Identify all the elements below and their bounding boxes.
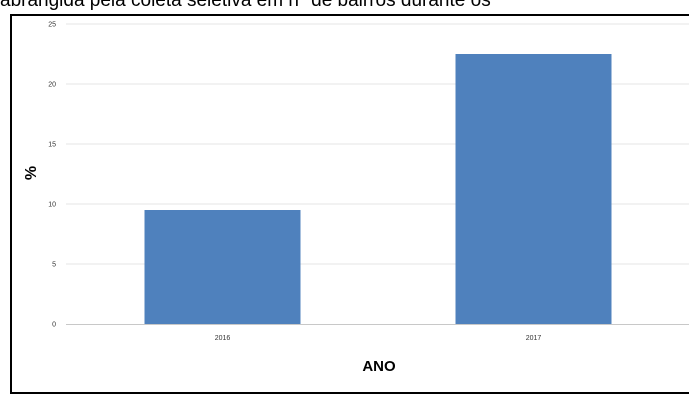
- x-tick-labels: 2016 2017: [215, 335, 542, 342]
- y-tick-label: 5: [52, 262, 56, 269]
- x-tick-label: 2017: [526, 335, 542, 342]
- x-axis-title: ANO: [362, 358, 396, 375]
- bar-2017: [455, 54, 612, 324]
- y-tick-label: 25: [48, 22, 56, 29]
- y-tick-label: 10: [48, 202, 56, 209]
- bar-2016: [144, 210, 301, 324]
- bar-chart: 0 5 10 15 20 25 2016 2017 ANO %: [23, 22, 689, 375]
- x-tick-label: 2016: [215, 335, 231, 342]
- y-tick-labels: 0 5 10 15 20 25: [48, 22, 56, 329]
- y-tick-label: 15: [48, 142, 56, 149]
- bars: [144, 54, 612, 324]
- chart-caption: abrangida pela coleta seletiva em nº de …: [0, 0, 491, 11]
- y-tick-label: 20: [48, 82, 56, 89]
- y-tick-label: 0: [52, 322, 56, 329]
- y-axis-title: %: [23, 166, 40, 180]
